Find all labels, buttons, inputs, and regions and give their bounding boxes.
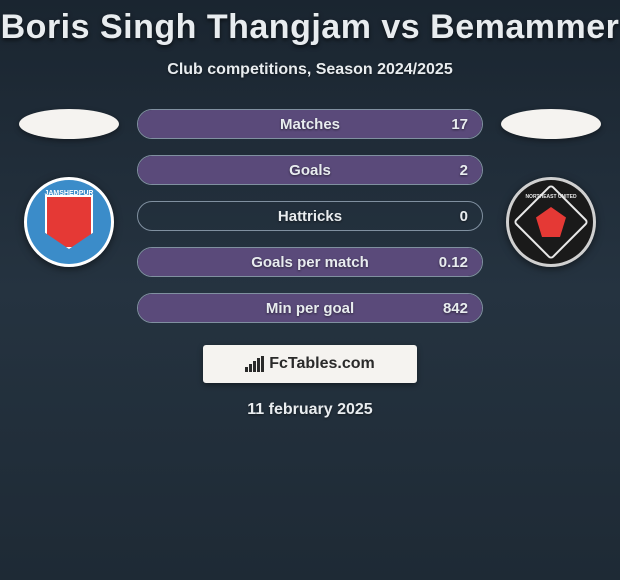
date-text: 11 february 2025 — [0, 401, 620, 419]
left-player-name-oval — [19, 109, 119, 139]
left-player-side: JAMSHEDPUR — [19, 109, 119, 267]
comparison-panel: JAMSHEDPUR Matches17 Goals2 Hattricks0 Goal… — [0, 109, 620, 323]
bar-chart-icon — [245, 356, 265, 372]
stat-row: Goals per match0.12 — [137, 247, 483, 277]
stat-value-right: 0 — [460, 208, 468, 225]
right-club-badge: NORTHEAST UNITED — [506, 177, 596, 267]
stat-value-right: 0.12 — [439, 254, 468, 271]
left-club-badge: JAMSHEDPUR — [24, 177, 114, 267]
stats-list: Matches17 Goals2 Hattricks0 Goals per match… — [137, 109, 483, 323]
left-club-name: JAMSHEDPUR — [44, 190, 93, 197]
branding-badge: FcTables.com — [203, 345, 417, 383]
stat-label: Hattricks — [138, 208, 482, 225]
right-player-name-oval — [501, 109, 601, 139]
stat-row: Goals2 — [137, 155, 483, 185]
stat-row: Min per goal842 — [137, 293, 483, 323]
stat-label: Goals per match — [138, 254, 482, 271]
stat-value-right: 2 — [460, 162, 468, 179]
stat-label: Min per goal — [138, 300, 482, 317]
right-club-name: NORTHEAST UNITED — [525, 194, 576, 200]
stat-row: Matches17 — [137, 109, 483, 139]
stat-value-right: 17 — [451, 116, 468, 133]
stat-label: Matches — [138, 116, 482, 133]
stat-label: Goals — [138, 162, 482, 179]
right-player-side: NORTHEAST UNITED — [501, 109, 601, 267]
stat-row: Hattricks0 — [137, 201, 483, 231]
stat-value-right: 842 — [443, 300, 468, 317]
page-title: Boris Singh Thangjam vs Bemammer — [0, 0, 620, 47]
page-subtitle: Club competitions, Season 2024/2025 — [0, 61, 620, 79]
branding-text: FcTables.com — [269, 355, 375, 373]
